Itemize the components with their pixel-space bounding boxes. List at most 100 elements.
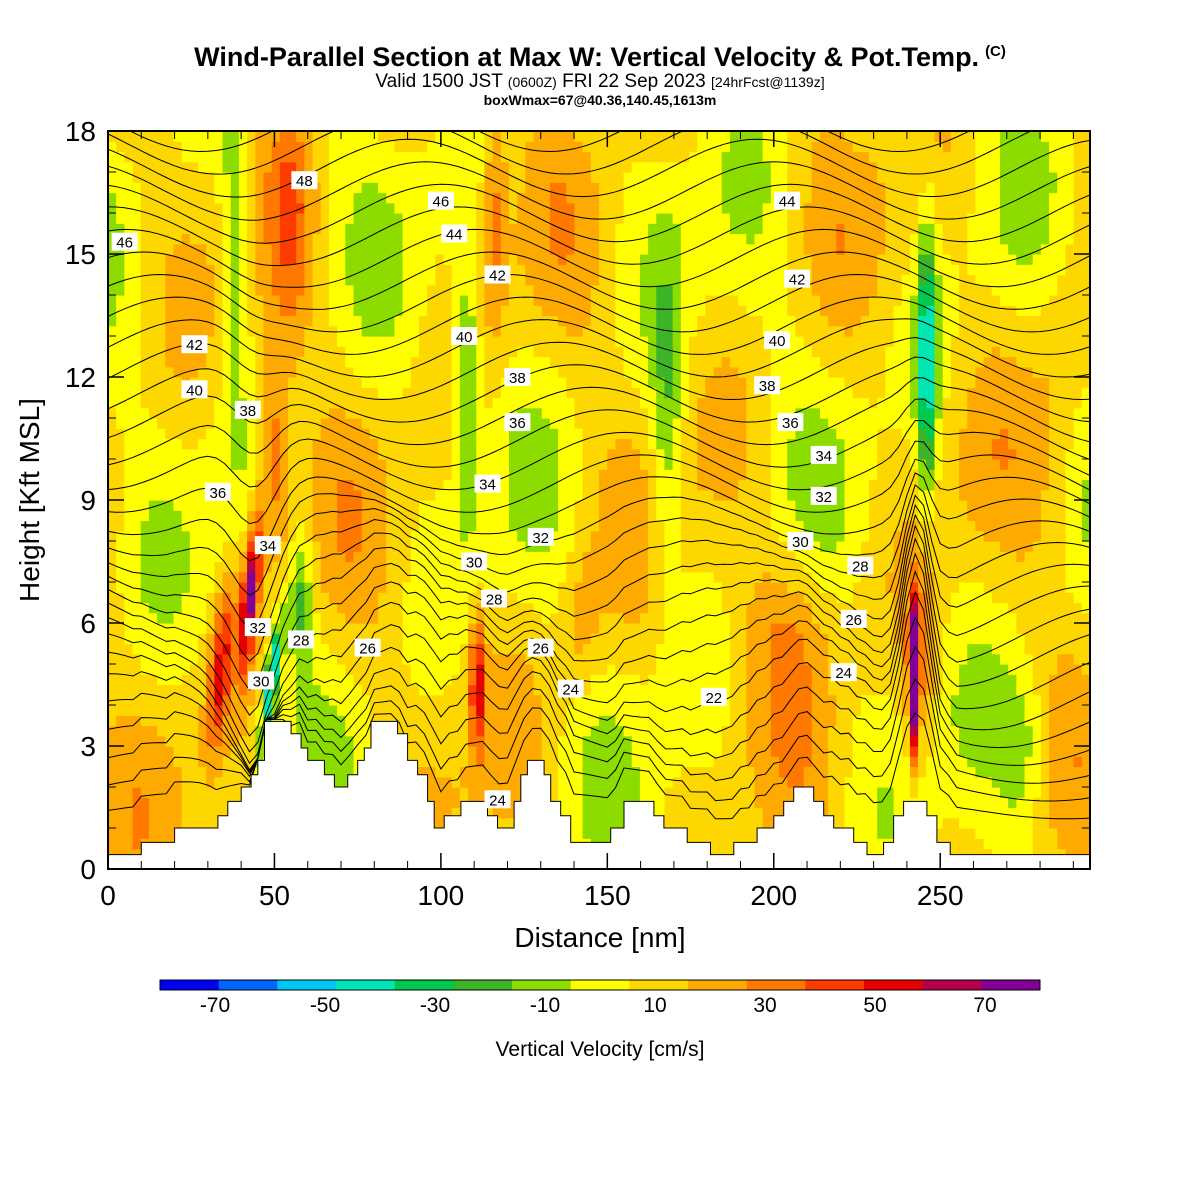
velocity-cell: [427, 407, 436, 419]
velocity-cell: [639, 387, 649, 399]
velocity-cell: [140, 192, 150, 204]
velocity-cell: [582, 223, 592, 235]
velocity-cell: [599, 828, 608, 839]
velocity-cell: [173, 151, 183, 163]
velocity-cell: [410, 602, 420, 614]
velocity-cell: [222, 438, 232, 450]
velocity-cell: [173, 479, 183, 491]
velocity-cell: [443, 766, 453, 778]
velocity-cell: [615, 510, 625, 522]
velocity-cell: [108, 776, 117, 788]
velocity-cell: [353, 397, 363, 409]
velocity-cell: [607, 592, 616, 604]
velocity-cell: [656, 561, 666, 573]
velocity-cell: [288, 336, 297, 347]
velocity-cell: [386, 653, 396, 665]
velocity-cell: [517, 397, 526, 409]
velocity-cell: [476, 284, 486, 296]
velocity-cell: [484, 141, 494, 153]
velocity-cell: [345, 653, 355, 665]
velocity-cell: [476, 653, 486, 665]
velocity-cell: [648, 592, 657, 604]
velocity-cell: [337, 428, 346, 440]
velocity-cell: [435, 407, 445, 419]
velocity-cell: [615, 694, 625, 706]
velocity-cell: [574, 828, 584, 839]
velocity-cell: [369, 653, 379, 665]
velocity-cell: [451, 151, 461, 163]
velocity-cell: [402, 315, 412, 327]
velocity-cell: [140, 489, 150, 501]
velocity-cell: [124, 479, 134, 491]
velocity-cell: [328, 377, 338, 388]
velocity-cell: [599, 674, 608, 686]
velocity-cell: [648, 325, 657, 337]
velocity-cell: [394, 295, 404, 306]
velocity-cell: [590, 131, 600, 142]
velocity-cell: [476, 254, 486, 265]
velocity-cell: [198, 469, 207, 481]
velocity-cell: [140, 469, 150, 481]
velocity-cell: [476, 305, 486, 317]
velocity-cell: [296, 418, 305, 429]
velocity-cell: [394, 479, 404, 491]
velocity-cell: [541, 202, 551, 214]
velocity-cell: [418, 428, 428, 440]
velocity-cell: [664, 807, 674, 819]
velocity-cell: [631, 787, 641, 798]
velocity-cell: [230, 664, 240, 675]
velocity-cell: [631, 530, 641, 542]
velocity-cell: [304, 520, 314, 532]
velocity-cell: [451, 807, 461, 819]
velocity-cell: [148, 254, 158, 265]
velocity-cell: [369, 500, 379, 511]
velocity-cell: [574, 172, 584, 183]
velocity-cell: [492, 571, 502, 583]
velocity-cell: [181, 407, 191, 419]
velocity-cell: [369, 459, 379, 470]
velocity-cell: [648, 172, 657, 183]
velocity-cell: [328, 561, 338, 573]
velocity-cell: [304, 264, 314, 276]
velocity-cell: [279, 202, 289, 214]
velocity-cell: [296, 284, 305, 296]
velocity-cell: [582, 428, 592, 440]
velocity-cell: [656, 325, 666, 337]
velocity-cell: [582, 397, 592, 409]
velocity-cell: [296, 131, 305, 142]
velocity-cell: [288, 151, 297, 163]
velocity-cell: [386, 674, 396, 686]
velocity-cell: [369, 715, 379, 727]
velocity-cell: [476, 459, 486, 470]
velocity-cell: [222, 571, 232, 583]
velocity-cell: [165, 571, 175, 583]
velocity-cell: [165, 694, 175, 706]
velocity-cell: [451, 202, 461, 214]
velocity-cell: [590, 551, 600, 563]
velocity-cell: [508, 551, 518, 563]
velocity-cell: [288, 295, 297, 306]
velocity-cell: [468, 213, 477, 224]
velocity-cell: [549, 787, 559, 798]
velocity-cell: [656, 243, 666, 255]
velocity-cell: [656, 223, 666, 235]
velocity-cell: [328, 448, 338, 460]
velocity-cell: [369, 664, 379, 675]
velocity-cell: [590, 571, 600, 583]
velocity-cell: [443, 264, 453, 276]
velocity-cell: [566, 694, 576, 706]
velocity-cell: [312, 653, 322, 665]
velocity-cell: [173, 766, 183, 778]
velocity-cell: [198, 735, 207, 747]
velocity-cell: [132, 582, 142, 593]
velocity-cell: [566, 254, 576, 265]
velocity-cell: [410, 643, 420, 655]
velocity-cell: [418, 418, 428, 429]
velocity-cell: [582, 735, 592, 747]
velocity-cell: [664, 612, 674, 624]
velocity-cell: [451, 459, 461, 470]
velocity-cell: [214, 500, 224, 511]
velocity-cell: [157, 151, 166, 163]
velocity-cell: [590, 725, 600, 737]
velocity-cell: [590, 623, 600, 634]
